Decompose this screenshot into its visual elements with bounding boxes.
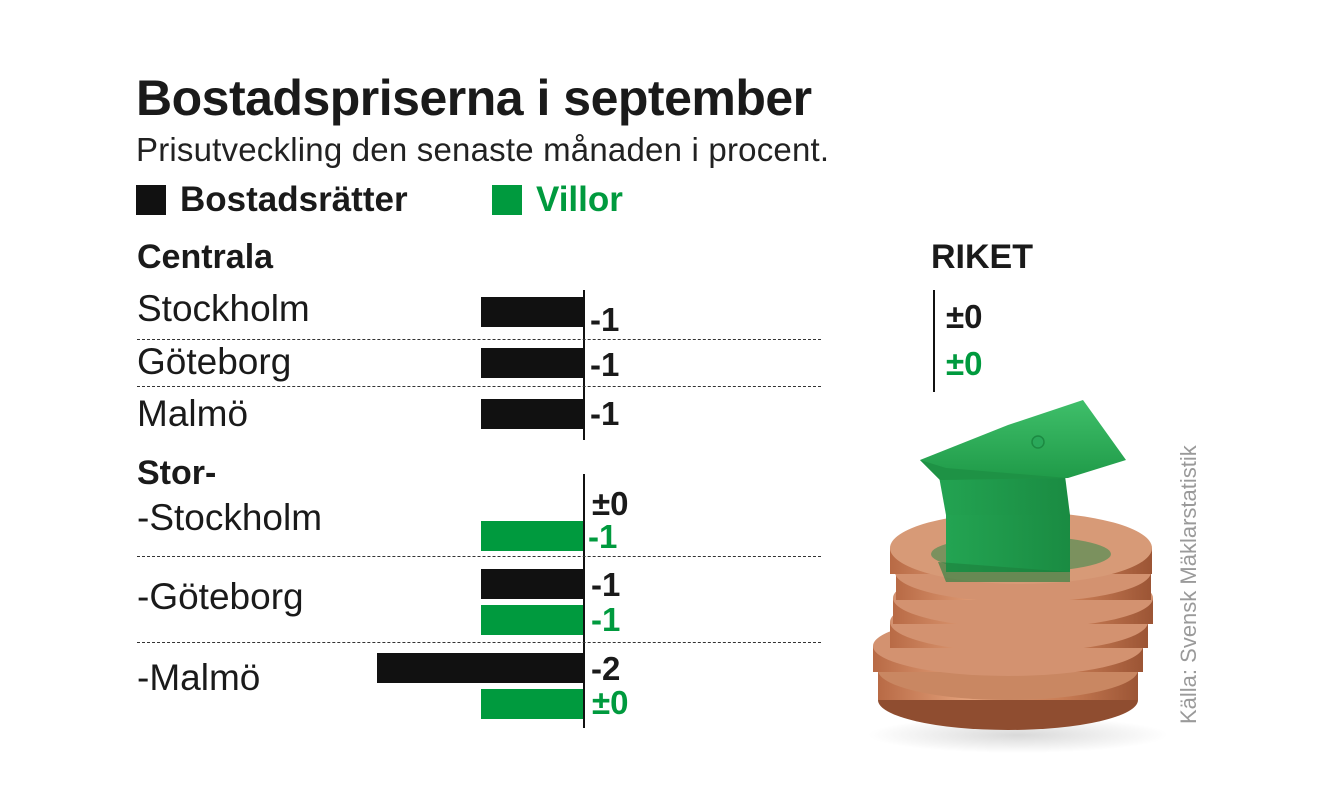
row-label-centrala-goteborg: Göteborg: [137, 341, 292, 382]
value-centrala-goteborg-bostadsratter: -1: [590, 346, 620, 383]
row-label-centrala-malmo: Malmö: [137, 393, 249, 434]
section-heading-stor: Stor-: [137, 454, 217, 492]
house-on-coins-illustration: [858, 350, 1188, 760]
value-stor-goteborg-bostadsratter: -1: [591, 566, 621, 603]
bar-stor-goteborg-villor: [481, 605, 584, 635]
zero-axis-stor: [583, 474, 585, 728]
section-heading-centrala: Centrala: [137, 238, 274, 276]
legend-swatch-black-icon: [136, 185, 166, 215]
row-label-stor-goteborg: -Göteborg: [137, 576, 304, 617]
value-riket-villor: ±0: [946, 345, 983, 382]
row-label-centrala-stockholm: Stockholm: [137, 288, 310, 329]
bar-centrala-stockholm-bostadsratter: [481, 297, 584, 327]
chart-subtitle: Prisutveckling den senaste månaden i pro…: [136, 131, 830, 168]
value-stor-malmo-villor: ±0: [592, 684, 629, 721]
value-centrala-stockholm-bostadsratter: -1: [590, 301, 620, 338]
value-riket-bostadsratter: ±0: [946, 298, 983, 335]
bar-centrala-goteborg-bostadsratter: [481, 348, 584, 378]
value-centrala-malmo-bostadsratter: -1: [590, 395, 620, 432]
value-stor-stockholm-bostadsratter: ±0: [592, 485, 629, 522]
row-divider: [137, 642, 821, 643]
source-credit: Källa: Svensk Mäklarstatistik: [1176, 445, 1201, 724]
row-label-stor-stockholm: -Stockholm: [137, 497, 323, 538]
chart-title: Bostadspriserna i september: [136, 70, 812, 126]
value-stor-malmo-bostadsratter: -2: [591, 650, 621, 687]
bar-stor-malmo-villor: [481, 689, 584, 719]
row-divider: [137, 556, 821, 557]
legend-swatch-green-icon: [492, 185, 522, 215]
zero-axis-centrala: [583, 290, 585, 440]
legend-label: Villor: [536, 180, 623, 219]
value-stor-stockholm-villor: -1: [588, 518, 618, 555]
row-divider: [137, 386, 821, 387]
zero-axis-riket: [933, 290, 935, 392]
row-divider: [137, 339, 821, 340]
bar-stor-malmo-bostadsratter: [377, 653, 584, 683]
legend-item-bostadsratter: Bostadsrätter: [136, 178, 408, 222]
value-stor-goteborg-villor: -1: [591, 601, 621, 638]
legend-label: Bostadsrätter: [180, 180, 408, 219]
bar-stor-stockholm-villor: [481, 521, 584, 551]
bar-stor-goteborg-bostadsratter: [481, 569, 584, 599]
legend-item-villor: Villor: [492, 178, 623, 222]
bar-centrala-malmo-bostadsratter: [481, 399, 584, 429]
row-label-stor-malmo: -Malmö: [137, 657, 261, 698]
section-heading-riket: RIKET: [931, 238, 1033, 276]
